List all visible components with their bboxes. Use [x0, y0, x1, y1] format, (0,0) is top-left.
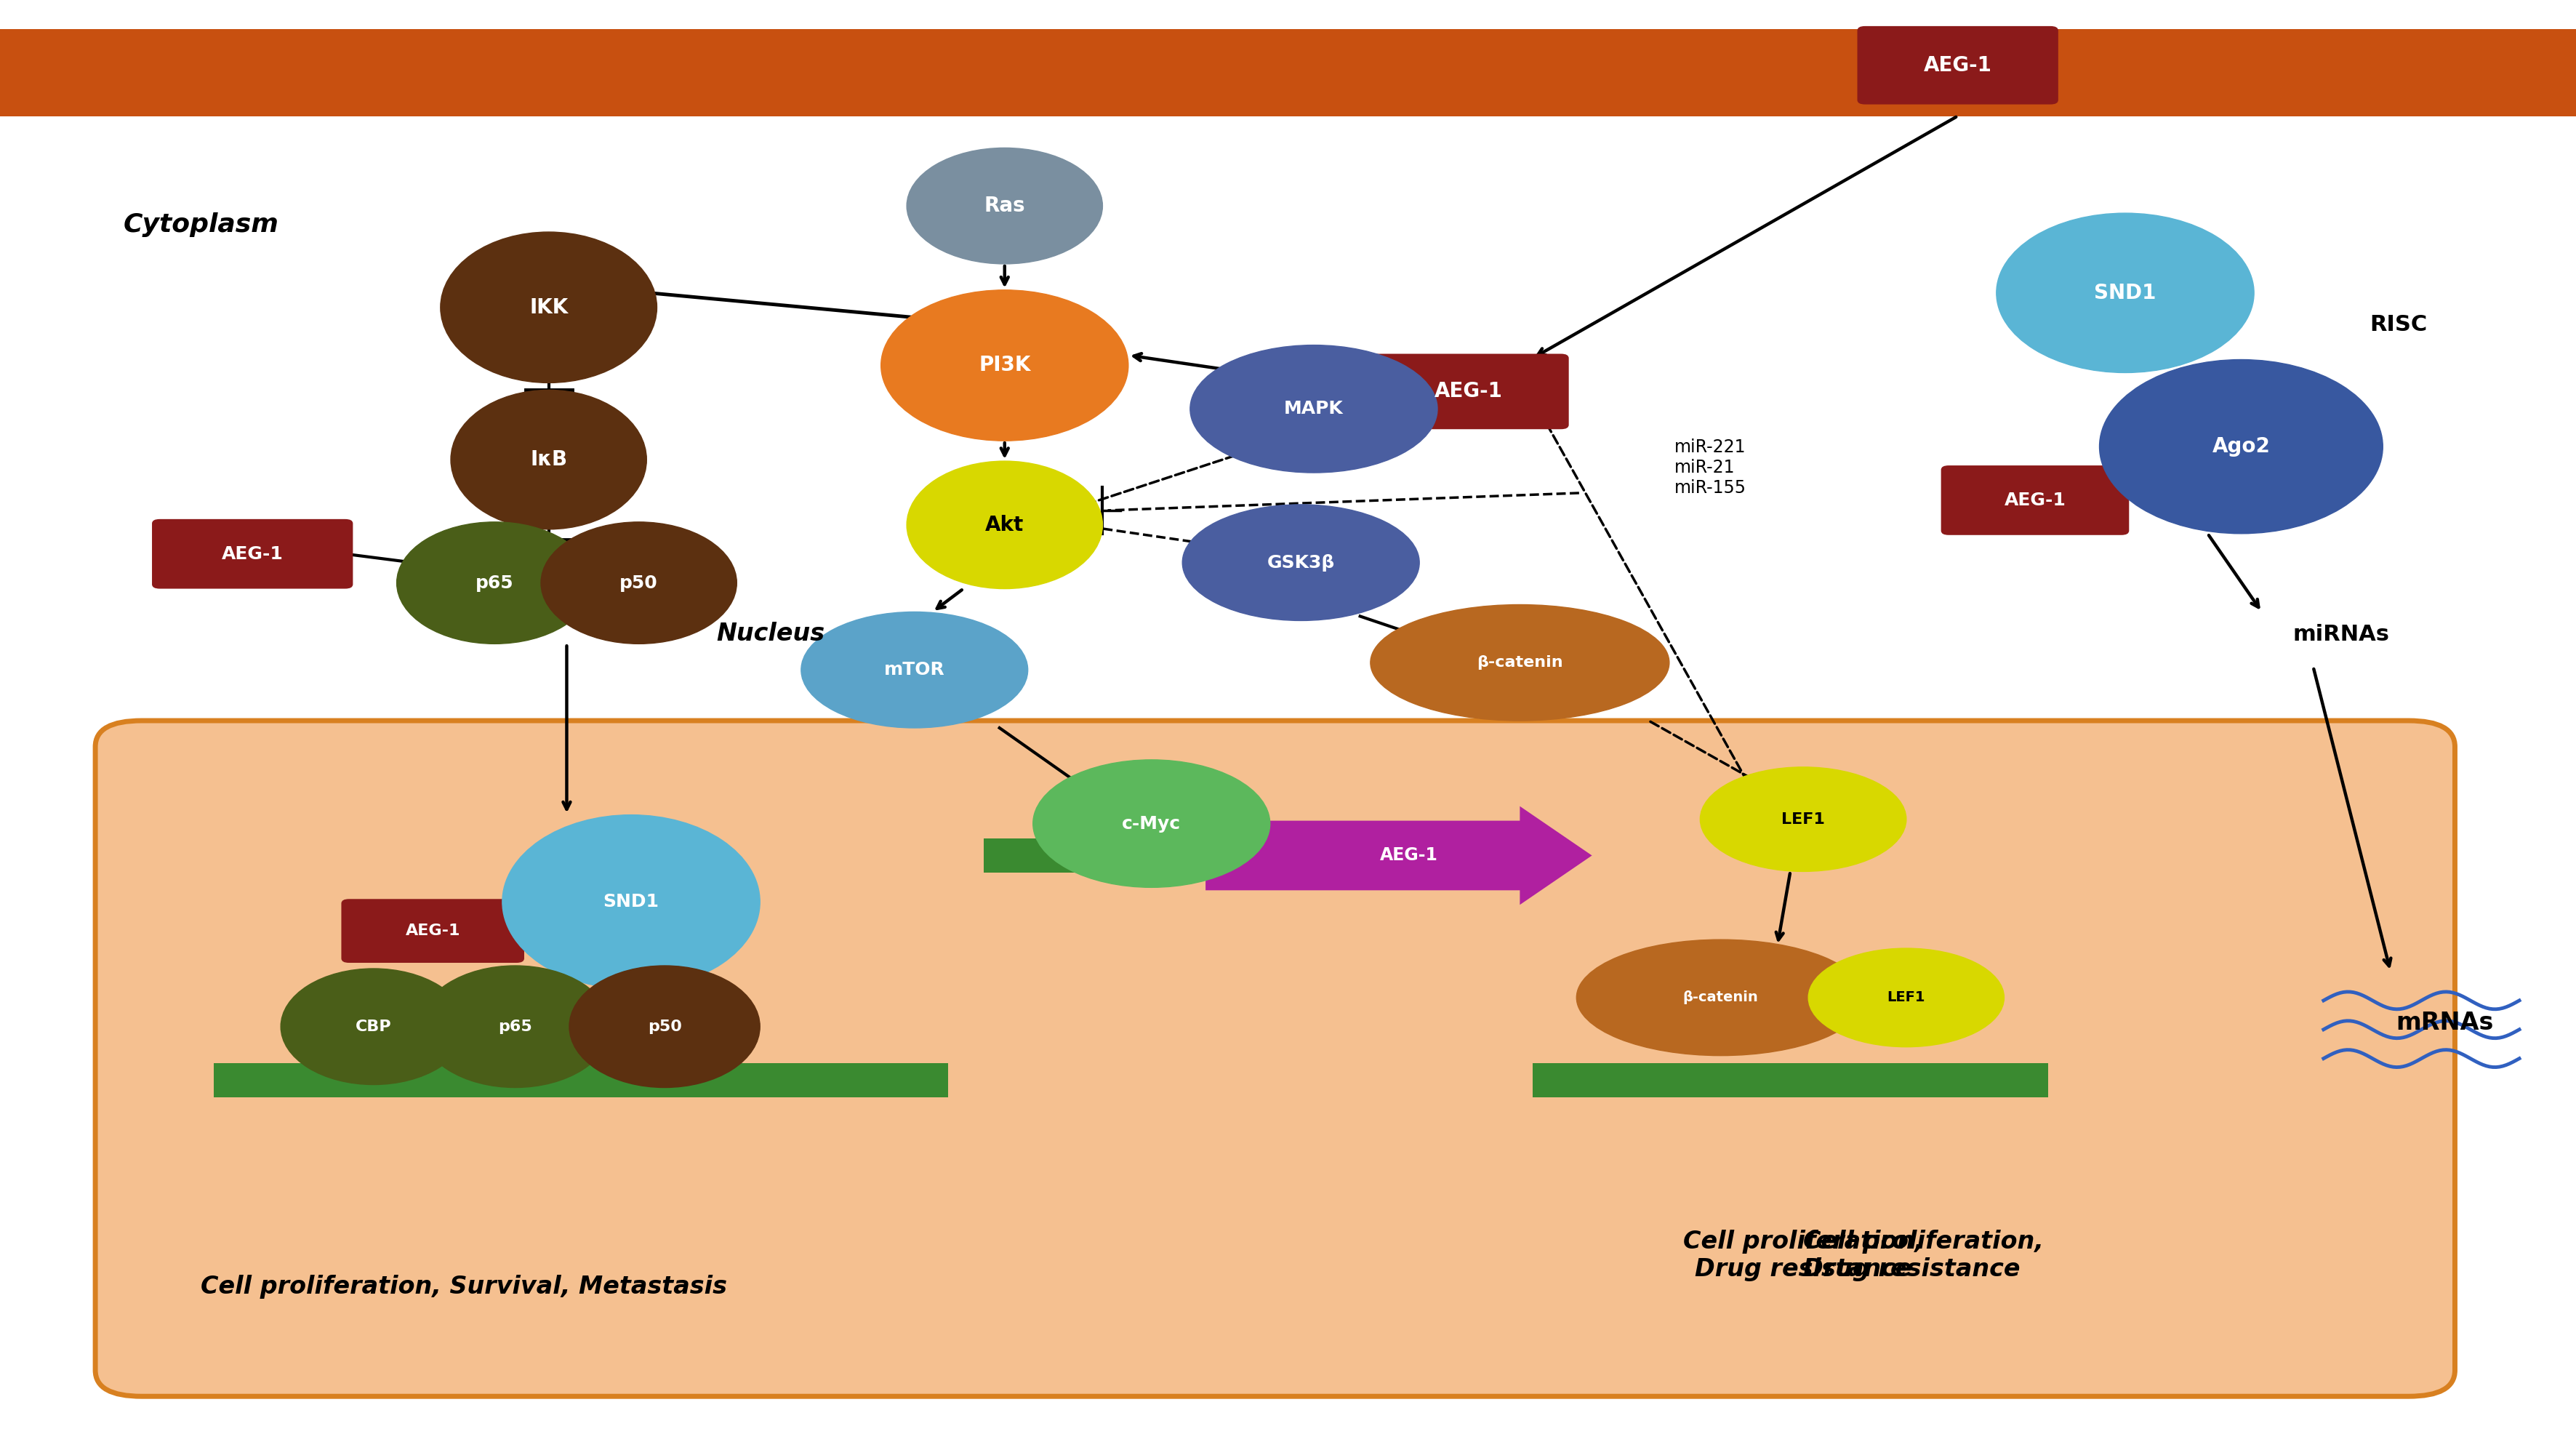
Ellipse shape	[1996, 213, 2254, 373]
Text: β-catenin: β-catenin	[1682, 990, 1759, 1005]
FancyBboxPatch shape	[984, 838, 1486, 873]
Text: p50: p50	[647, 1019, 683, 1034]
Text: IκB: IκB	[531, 450, 567, 470]
Ellipse shape	[451, 390, 647, 529]
FancyBboxPatch shape	[340, 899, 526, 963]
Ellipse shape	[569, 966, 760, 1088]
Text: PI3K: PI3K	[979, 355, 1030, 376]
Text: AEG-1: AEG-1	[404, 924, 461, 938]
Text: LEF1: LEF1	[1783, 812, 1824, 826]
Text: Ras: Ras	[984, 196, 1025, 216]
FancyBboxPatch shape	[95, 721, 2455, 1396]
FancyBboxPatch shape	[1368, 354, 1569, 429]
Text: GSK3β: GSK3β	[1267, 554, 1334, 571]
Ellipse shape	[541, 522, 737, 644]
Ellipse shape	[1577, 940, 1865, 1056]
Text: AEG-1: AEG-1	[2004, 492, 2066, 509]
Ellipse shape	[397, 522, 592, 644]
Text: SND1: SND1	[2094, 283, 2156, 303]
Text: mTOR: mTOR	[884, 661, 945, 679]
Text: miRNAs: miRNAs	[2293, 624, 2391, 645]
Text: β-catenin: β-catenin	[1476, 655, 1564, 670]
Ellipse shape	[281, 969, 466, 1085]
Ellipse shape	[1033, 760, 1270, 887]
Ellipse shape	[1370, 605, 1669, 721]
FancyBboxPatch shape	[152, 519, 353, 589]
Text: RISC: RISC	[2370, 313, 2427, 335]
Text: miR-221
miR-21
miR-155: miR-221 miR-21 miR-155	[1674, 439, 1747, 497]
Ellipse shape	[1190, 345, 1437, 473]
FancyBboxPatch shape	[1533, 1063, 2048, 1098]
Text: Cell proliferation, Survival, Metastasis: Cell proliferation, Survival, Metastasis	[201, 1275, 726, 1299]
Ellipse shape	[2099, 360, 2383, 534]
FancyBboxPatch shape	[1857, 26, 2058, 104]
Text: CBP: CBP	[355, 1019, 392, 1034]
Text: Akt: Akt	[984, 515, 1025, 535]
Ellipse shape	[801, 612, 1028, 728]
Text: Nucleus: Nucleus	[716, 622, 824, 647]
Ellipse shape	[440, 232, 657, 383]
Text: AEG-1: AEG-1	[1435, 381, 1502, 402]
Text: mRNAs: mRNAs	[2396, 1011, 2494, 1035]
Ellipse shape	[502, 815, 760, 989]
Text: AEG-1: AEG-1	[1381, 847, 1437, 864]
Ellipse shape	[1700, 767, 1906, 871]
Text: Cytoplasm: Cytoplasm	[124, 212, 278, 238]
Text: p65: p65	[477, 574, 513, 592]
Text: Ago2: Ago2	[2213, 436, 2269, 457]
Text: Cell proliferation,
Drug resistance: Cell proliferation, Drug resistance	[1682, 1230, 1924, 1282]
Text: Cell proliferation,
Drug resistance: Cell proliferation, Drug resistance	[1803, 1230, 2043, 1282]
Ellipse shape	[1808, 948, 2004, 1047]
Text: c-Myc: c-Myc	[1123, 815, 1180, 832]
Text: AEG-1: AEG-1	[222, 545, 283, 563]
Ellipse shape	[1182, 505, 1419, 621]
Text: LEF1: LEF1	[1888, 990, 1924, 1005]
Ellipse shape	[420, 966, 611, 1088]
FancyBboxPatch shape	[1942, 465, 2128, 535]
FancyArrow shape	[1206, 806, 1592, 905]
Text: SND1: SND1	[603, 893, 659, 911]
Text: IKK: IKK	[528, 297, 569, 318]
Ellipse shape	[907, 461, 1103, 589]
Ellipse shape	[907, 148, 1103, 264]
FancyBboxPatch shape	[0, 29, 2576, 116]
FancyBboxPatch shape	[214, 1063, 948, 1098]
Text: p50: p50	[621, 574, 657, 592]
Text: AEG-1: AEG-1	[1924, 55, 1991, 75]
Ellipse shape	[881, 290, 1128, 441]
Text: MAPK: MAPK	[1283, 400, 1345, 418]
Text: p65: p65	[497, 1019, 533, 1034]
